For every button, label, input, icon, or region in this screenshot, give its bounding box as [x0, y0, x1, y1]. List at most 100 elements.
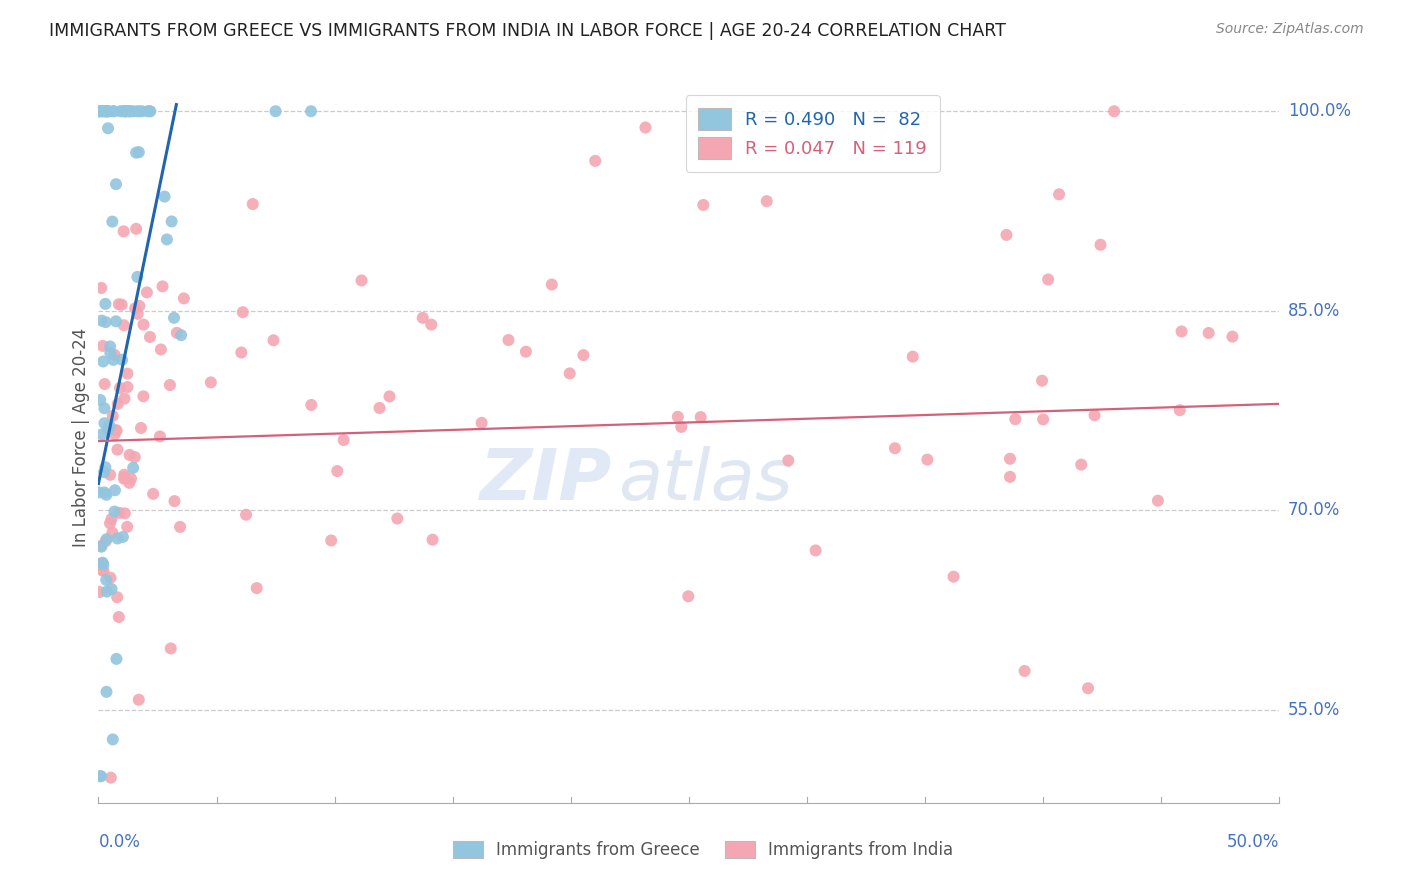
- Point: [93, 377, 115, 392]
- Point: [94, 315, 117, 329]
- Point: [1083, 409, 1105, 423]
- Point: [163, 494, 186, 508]
- Point: [263, 333, 285, 347]
- Point: [420, 318, 443, 332]
- Point: [114, 104, 136, 119]
- Point: [104, 483, 127, 498]
- Point: [901, 350, 924, 364]
- Text: 100.0%: 100.0%: [1288, 103, 1351, 120]
- Point: [90, 556, 112, 570]
- Point: [128, 104, 150, 119]
- Point: [115, 520, 138, 534]
- Point: [96, 104, 118, 119]
- Point: [299, 104, 322, 119]
- Point: [1090, 237, 1112, 252]
- Point: [804, 543, 827, 558]
- Point: [100, 571, 122, 585]
- Point: [755, 194, 778, 209]
- Point: [242, 197, 264, 211]
- Point: [1147, 493, 1170, 508]
- Point: [136, 104, 159, 119]
- Text: 0.0%: 0.0%: [98, 833, 141, 851]
- Text: atlas: atlas: [619, 447, 793, 516]
- Point: [103, 352, 125, 367]
- Point: [96, 104, 118, 119]
- Point: [101, 525, 124, 540]
- Point: [160, 214, 183, 228]
- Point: [105, 652, 128, 666]
- Point: [299, 398, 322, 412]
- Point: [1222, 329, 1244, 343]
- Point: [235, 508, 257, 522]
- Point: [117, 380, 139, 394]
- Point: [170, 328, 193, 343]
- Point: [634, 120, 657, 135]
- Point: [90, 313, 112, 327]
- Point: [368, 401, 391, 415]
- Point: [422, 533, 444, 547]
- Point: [118, 104, 141, 119]
- Point: [387, 511, 409, 525]
- Point: [112, 318, 135, 333]
- Point: [90, 427, 112, 442]
- Point: [1198, 326, 1220, 340]
- Point: [122, 460, 145, 475]
- Point: [138, 104, 160, 119]
- Point: [104, 348, 127, 362]
- Point: [97, 104, 120, 119]
- Point: [1032, 412, 1054, 426]
- Point: [107, 610, 129, 624]
- Point: [118, 475, 141, 490]
- Point: [91, 564, 114, 578]
- Point: [120, 472, 142, 486]
- Point: [104, 423, 127, 437]
- Point: [91, 354, 114, 368]
- Point: [1031, 374, 1053, 388]
- Point: [105, 591, 128, 605]
- Point: [89, 485, 111, 500]
- Point: [124, 301, 146, 316]
- Point: [152, 279, 174, 293]
- Point: [112, 224, 135, 238]
- Point: [1168, 403, 1191, 417]
- Point: [332, 433, 354, 447]
- Point: [111, 298, 134, 312]
- Point: [998, 470, 1021, 484]
- Point: [1077, 681, 1099, 696]
- Point: [91, 558, 114, 572]
- Point: [111, 352, 134, 367]
- Point: [583, 153, 606, 168]
- Point: [412, 310, 434, 325]
- Point: [98, 418, 121, 433]
- Point: [471, 416, 494, 430]
- Point: [89, 104, 111, 119]
- Point: [90, 281, 112, 295]
- Point: [1004, 412, 1026, 426]
- Text: Source: ZipAtlas.com: Source: ZipAtlas.com: [1216, 22, 1364, 37]
- Text: IMMIGRANTS FROM GREECE VS IMMIGRANTS FROM INDIA IN LABOR FORCE | AGE 20-24 CORRE: IMMIGRANTS FROM GREECE VS IMMIGRANTS FRO…: [49, 22, 1007, 40]
- Point: [163, 310, 186, 325]
- Point: [91, 104, 114, 119]
- Legend: R = 0.490   N =  82, R = 0.047   N = 119: R = 0.490 N = 82, R = 0.047 N = 119: [686, 95, 939, 171]
- Point: [1047, 187, 1070, 202]
- Point: [94, 104, 117, 119]
- Point: [173, 292, 195, 306]
- Point: [101, 732, 124, 747]
- Point: [200, 376, 222, 390]
- Point: [114, 104, 136, 119]
- Legend: Immigrants from Greece, Immigrants from India: Immigrants from Greece, Immigrants from …: [446, 834, 960, 866]
- Point: [96, 685, 118, 699]
- Point: [232, 305, 254, 319]
- Point: [112, 472, 135, 486]
- Point: [127, 104, 149, 119]
- Point: [104, 314, 127, 328]
- Point: [498, 333, 520, 347]
- Point: [350, 273, 373, 287]
- Point: [105, 424, 128, 438]
- Point: [122, 104, 145, 119]
- Point: [89, 104, 111, 119]
- Point: [100, 512, 122, 526]
- Point: [90, 539, 112, 553]
- Point: [378, 389, 401, 403]
- Point: [917, 452, 939, 467]
